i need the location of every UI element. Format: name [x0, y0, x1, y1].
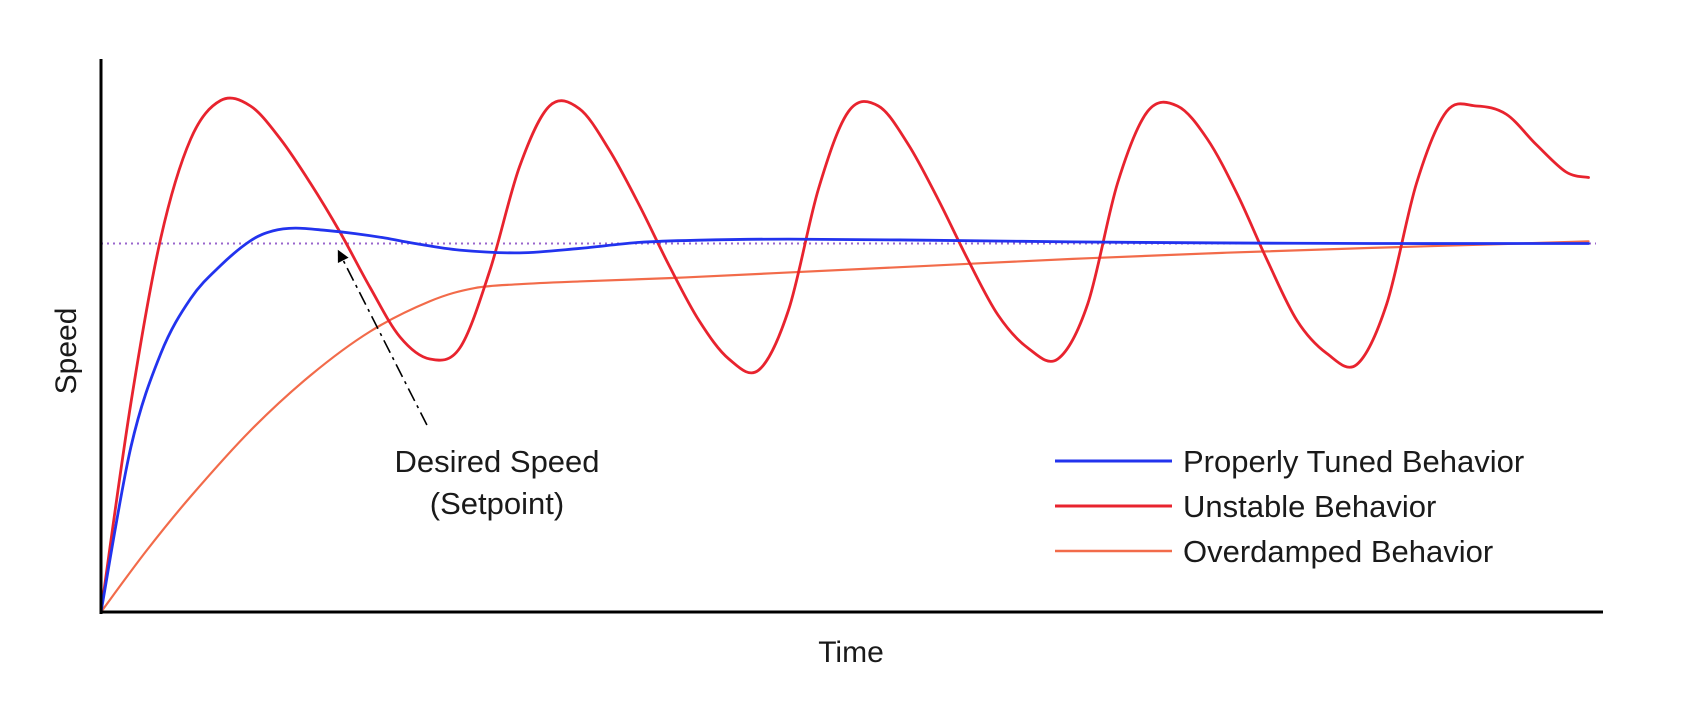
- series-line-unstable-behavior: [99, 96, 1590, 614]
- y-axis-label: Speed: [50, 308, 83, 395]
- annotation-arrow: [337, 249, 428, 426]
- legend-label-unstable-behavior: Unstable Behavior: [1183, 489, 1436, 524]
- legend: Properly Tuned Behavior Unstable Behavior…: [1055, 444, 1524, 569]
- legend-label-overdamped-behavior: Overdamped Behavior: [1183, 534, 1493, 569]
- annotation-line-1: Desired Speed: [394, 444, 599, 479]
- plot-area: [99, 96, 1596, 614]
- annotation-line-2: (Setpoint): [430, 486, 564, 521]
- annotation: Desired Speed (Setpoint): [394, 444, 599, 521]
- legend-label-properly-tuned-behavior: Properly Tuned Behavior: [1183, 444, 1524, 479]
- x-axis-label: Time: [818, 636, 884, 669]
- series-layer: [99, 96, 1590, 614]
- series-line-overdamped-behavior: [99, 240, 1590, 614]
- series-line-properly-tuned-behavior: [99, 226, 1590, 614]
